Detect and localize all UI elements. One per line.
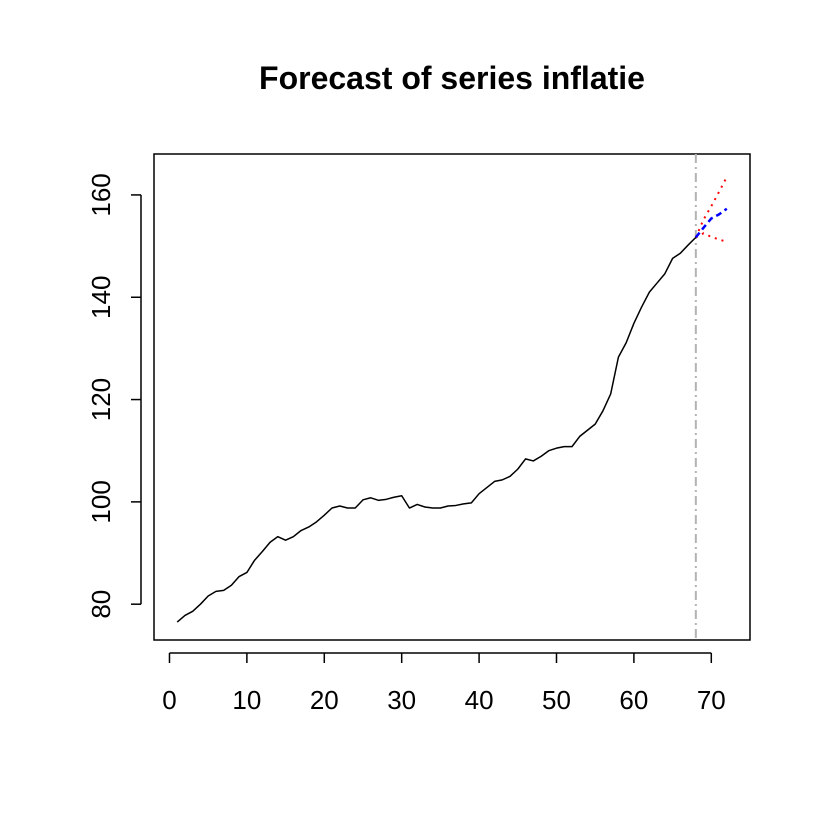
x-tick-label: 60 (619, 685, 648, 715)
plot-frame (153, 153, 751, 641)
axes: 0 10 20 30 40 50 60 70 80 100 120 140 160 (86, 173, 726, 715)
y-tick-label: 80 (86, 590, 116, 619)
chart-title: Forecast of series inflatie (259, 60, 645, 96)
x-tick-label: 10 (232, 685, 261, 715)
x-tick-label: 0 (162, 685, 176, 715)
y-tick-label: 120 (86, 378, 116, 421)
lower-interval-line (695, 232, 728, 243)
x-tick-label: 40 (465, 685, 494, 715)
y-tick-label: 100 (86, 480, 116, 523)
x-tick-label: 50 (542, 685, 571, 715)
observed-line (176, 236, 697, 623)
y-tick-label: 140 (86, 276, 116, 319)
y-tick-label: 160 (86, 173, 116, 216)
x-tick-label: 30 (387, 685, 416, 715)
x-tick-label: 70 (697, 685, 726, 715)
upper-interval-line (694, 176, 728, 238)
x-tick-label: 20 (310, 685, 339, 715)
point-forecast-line (694, 207, 728, 239)
series-lines (176, 154, 728, 640)
